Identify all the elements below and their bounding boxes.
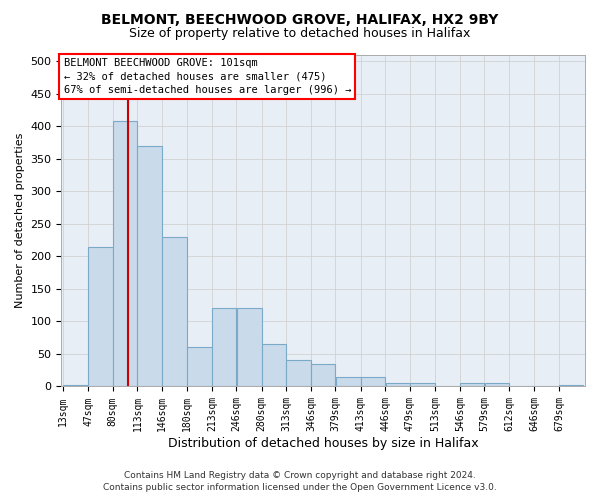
Bar: [162, 237, 187, 386]
Y-axis label: Number of detached properties: Number of detached properties: [15, 133, 25, 308]
Bar: [335, 376, 361, 386]
Bar: [559, 384, 583, 386]
Bar: [286, 360, 311, 386]
Text: Contains HM Land Registry data © Crown copyright and database right 2024.
Contai: Contains HM Land Registry data © Crown c…: [103, 471, 497, 492]
Text: BELMONT, BEECHWOOD GROVE, HALIFAX, HX2 9BY: BELMONT, BEECHWOOD GROVE, HALIFAX, HX2 9…: [101, 12, 499, 26]
Bar: [113, 122, 137, 386]
Bar: [236, 308, 262, 386]
Bar: [361, 376, 385, 386]
Bar: [485, 383, 509, 386]
X-axis label: Distribution of detached houses by size in Halifax: Distribution of detached houses by size …: [168, 437, 479, 450]
Text: Size of property relative to detached houses in Halifax: Size of property relative to detached ho…: [130, 28, 470, 40]
Bar: [63, 384, 88, 386]
Bar: [187, 348, 212, 387]
Bar: [137, 146, 162, 386]
Bar: [212, 308, 236, 386]
Bar: [386, 383, 410, 386]
Bar: [460, 383, 484, 386]
Bar: [262, 344, 286, 387]
Bar: [311, 364, 335, 386]
Bar: [410, 383, 435, 386]
Bar: [88, 246, 113, 386]
Text: BELMONT BEECHWOOD GROVE: 101sqm
← 32% of detached houses are smaller (475)
67% o: BELMONT BEECHWOOD GROVE: 101sqm ← 32% of…: [64, 58, 351, 94]
